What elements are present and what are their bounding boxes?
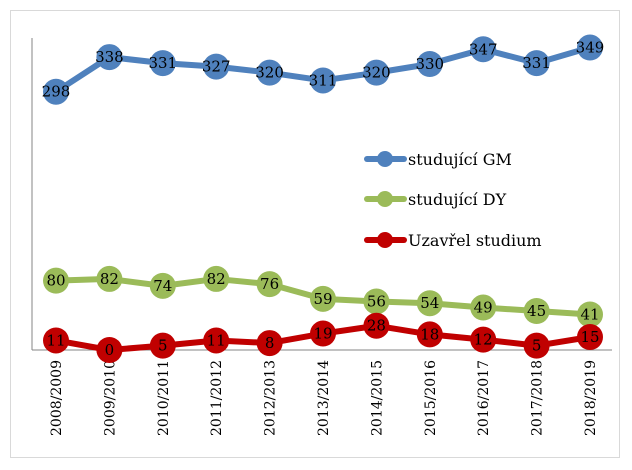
data-point (43, 78, 69, 105)
data-point (149, 272, 176, 299)
data-label: 330 (415, 55, 444, 73)
x-tick-label: 2013/2014 (316, 360, 332, 436)
data-label: 8 (265, 334, 275, 352)
data-point (256, 59, 283, 86)
data-label: 18 (420, 325, 439, 343)
data-point (416, 290, 443, 317)
data-label: 19 (313, 325, 332, 343)
x-tick-label: 2012/2013 (263, 360, 279, 436)
data-label: 45 (527, 302, 546, 320)
data-label: 347 (469, 40, 498, 58)
legend-label: studující DY (408, 190, 507, 209)
data-point (203, 265, 230, 292)
data-point (523, 298, 550, 324)
data-label: 338 (95, 48, 124, 66)
x-tick-label: 2018/2019 (583, 360, 599, 436)
data-point (363, 312, 390, 339)
data-point (203, 53, 230, 80)
data-point (363, 59, 390, 86)
data-point (203, 327, 230, 354)
data-label: 49 (474, 299, 493, 317)
data-point (416, 51, 443, 77)
x-tick-label: 2015/2016 (423, 360, 439, 436)
data-point (577, 324, 603, 350)
data-label: 320 (362, 64, 391, 82)
data-point (96, 44, 123, 71)
data-label: 54 (420, 294, 439, 312)
data-label: 15 (580, 328, 599, 346)
data-label: 298 (42, 83, 71, 101)
data-label: 331 (148, 54, 177, 72)
data-label: 311 (309, 71, 338, 89)
data-point (149, 50, 176, 77)
data-point (577, 34, 603, 61)
x-tick-label: 2011/2012 (209, 360, 225, 436)
data-point (523, 332, 550, 359)
x-tick-label: 2009/2010 (102, 360, 118, 436)
data-point (96, 337, 123, 363)
data-point (416, 321, 443, 348)
data-point (310, 285, 336, 312)
x-tick-label: 2017/2018 (530, 360, 546, 436)
data-point (310, 320, 336, 347)
data-label: 82 (207, 270, 226, 288)
data-point (96, 265, 123, 292)
data-point (256, 330, 283, 357)
data-label: 11 (46, 331, 65, 349)
legend-label: Uzavřel studium (408, 231, 542, 250)
data-point (363, 288, 390, 315)
data-label: 59 (313, 290, 332, 308)
data-point (256, 271, 283, 298)
data-label: 320 (255, 64, 284, 82)
data-label: 5 (532, 337, 542, 355)
data-label: 76 (260, 275, 279, 293)
data-point (470, 36, 497, 63)
data-point (43, 267, 69, 294)
data-point (149, 332, 176, 359)
data-point (43, 327, 69, 354)
data-label: 56 (367, 292, 386, 310)
data-label: 0 (105, 341, 115, 359)
x-tick-label: 2014/2015 (369, 360, 385, 436)
data-label: 12 (474, 331, 493, 349)
data-label: 11 (207, 331, 226, 349)
data-label: 5 (158, 337, 168, 355)
legend-label: studující GM (408, 150, 512, 169)
x-tick-label: 2016/2017 (476, 360, 492, 436)
data-label: 349 (576, 39, 605, 57)
data-label: 41 (580, 305, 599, 323)
x-tick-label: 2008/2009 (49, 360, 65, 436)
x-tick-label: 2010/2011 (156, 360, 172, 436)
data-label: 28 (367, 317, 386, 335)
legend-marker (377, 191, 393, 207)
data-point (523, 50, 550, 77)
data-label: 82 (100, 270, 119, 288)
data-label: 80 (46, 272, 65, 290)
data-point (470, 326, 497, 353)
data-label: 327 (202, 58, 231, 76)
legend-marker (377, 151, 393, 167)
data-point (470, 294, 497, 321)
data-point (310, 67, 336, 94)
data-label: 331 (522, 54, 551, 72)
data-point (577, 301, 603, 328)
data-label: 74 (153, 277, 172, 295)
legend-marker (377, 232, 393, 248)
